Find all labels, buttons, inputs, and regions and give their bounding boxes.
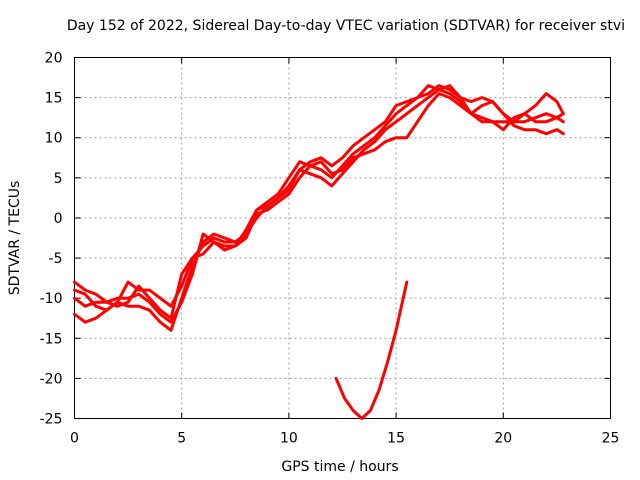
chart-title: Day 152 of 2022, Sidereal Day-to-day VTE… [67, 18, 625, 34]
x-tick-label: 10 [280, 431, 298, 447]
x-tick-label: 25 [602, 431, 620, 447]
y-tick-label: 10 [45, 131, 63, 147]
y-tick-label: -5 [49, 251, 63, 267]
y-tick-label: 15 [45, 91, 63, 107]
plot-area [73, 84, 565, 420]
x-tick-label: 20 [494, 431, 512, 447]
axis-ticks [74, 57, 611, 419]
y-tick-label: 20 [45, 51, 63, 67]
y-tick-label: 5 [54, 171, 63, 187]
series-line-day-5 [334, 280, 409, 420]
tick-labels: 0 5 10 15 20 25 -25 -20 -15 -10 -5 0 5 10 15 20 [40, 51, 620, 447]
x-tick-label: 15 [387, 431, 405, 447]
y-tick-label: -15 [40, 331, 63, 347]
y-tick-label: -10 [40, 291, 63, 307]
series-line-day-4 [73, 84, 565, 312]
series-line-day-2 [73, 84, 565, 324]
y-axis-label: SDTVAR / TECUs [7, 181, 23, 296]
series-line-day-1 [73, 84, 565, 332]
x-axis-label: GPS time / hours [281, 459, 398, 475]
plot-frame [74, 57, 611, 419]
series-line-day-3 [73, 92, 565, 320]
x-tick-label: 0 [70, 431, 79, 447]
grid [74, 57, 611, 419]
y-tick-label: -25 [40, 412, 63, 428]
y-tick-label: 0 [54, 211, 63, 227]
x-tick-label: 5 [177, 431, 186, 447]
y-tick-label: -20 [40, 371, 63, 387]
